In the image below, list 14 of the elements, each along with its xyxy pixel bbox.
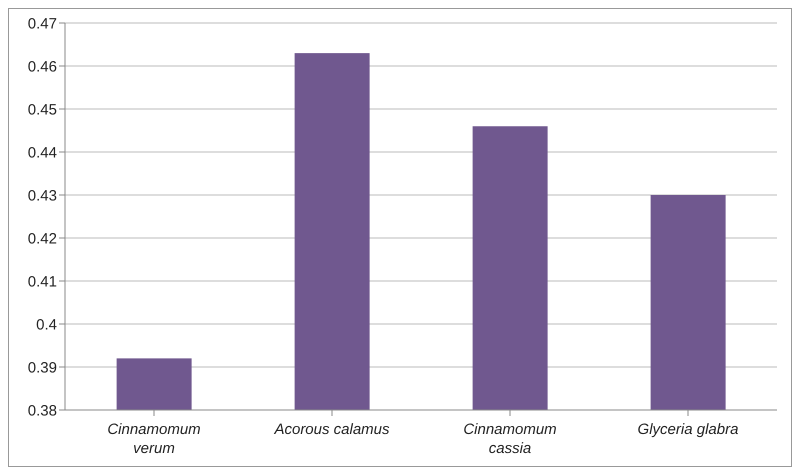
x-tick-label: Glyceria glabra (638, 421, 738, 438)
y-tick-label: 0.41 (28, 273, 57, 290)
y-tick-label: 0.4 (36, 316, 57, 334)
x-tick-label: Cinnamomum verum (107, 421, 201, 457)
y-tick-label: 0.38 (28, 402, 57, 420)
x-tick-label: Acorous calamus (273, 421, 390, 438)
y-tick-label: 0.43 (28, 187, 57, 204)
y-tick-label: 0.46 (28, 58, 57, 76)
y-tick-label: 0.47 (28, 15, 57, 32)
x-tick-label: Cinnamomum cassia (463, 421, 557, 457)
y-tick-label: 0.45 (28, 101, 57, 118)
y-tick-label: 0.44 (28, 144, 57, 162)
y-tick-label: 0.39 (28, 359, 57, 376)
y-tick-label: 0.42 (28, 230, 57, 248)
